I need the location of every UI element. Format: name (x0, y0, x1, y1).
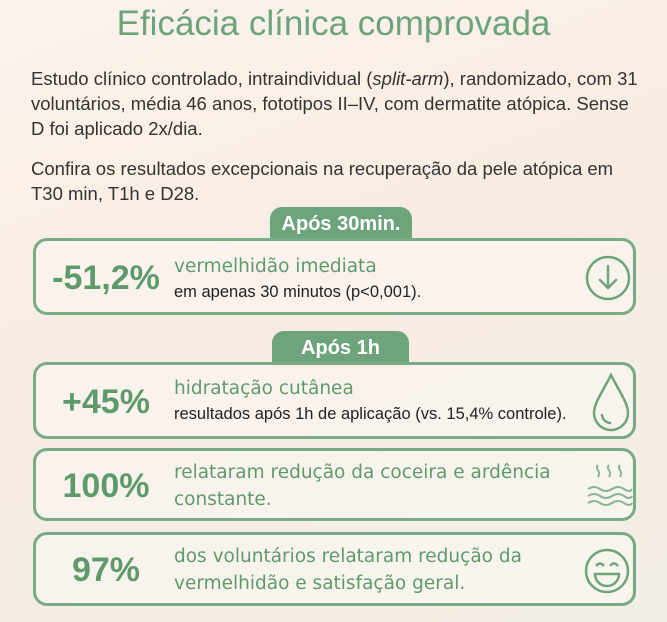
card: 100% relataram redução da coceira e ardê… (33, 448, 636, 521)
detail: resultados após 1h de aplicação (vs. 15,… (174, 405, 567, 423)
headline: hidratação cutânea (174, 378, 354, 399)
card: +45% hidratação cutânea resultados após … (33, 362, 636, 439)
headline: dos voluntários relataram redução da ver… (174, 546, 522, 594)
note: Confira os resultados excepcionais na re… (31, 158, 614, 204)
intro-text: ), randomizado, com 31 voluntários, médi… (31, 68, 638, 139)
stat: 97% (71, 551, 141, 589)
badge: Após 1h (272, 331, 409, 363)
smile-icon (584, 548, 630, 594)
detail: em apenas 30 minutos (p<0,001). (174, 283, 422, 301)
intro-text: Estudo clínico controlado, intraindividu… (31, 68, 373, 89)
headline: relataram redução da coceira e ardência … (174, 462, 551, 510)
card: 97% dos voluntários relataram redução da… (33, 532, 636, 606)
stat: -51,2% (52, 259, 160, 297)
drop-icon (592, 372, 630, 432)
arrow-icon (585, 255, 631, 301)
headline: vermelhidão imediata (174, 256, 377, 277)
stat: 100% (62, 467, 150, 505)
card: -51,2% vermelhidão imediata em apenas 30… (33, 238, 636, 315)
heat-icon (587, 464, 633, 506)
badge: Após 30min. (270, 207, 412, 239)
stat: +45% (62, 383, 150, 421)
title: Eficácia clínica comprovada (116, 4, 551, 43)
intro: Estudo clínico controlado, intraindividu… (31, 66, 641, 141)
intro-italic: split-arm (372, 68, 444, 89)
